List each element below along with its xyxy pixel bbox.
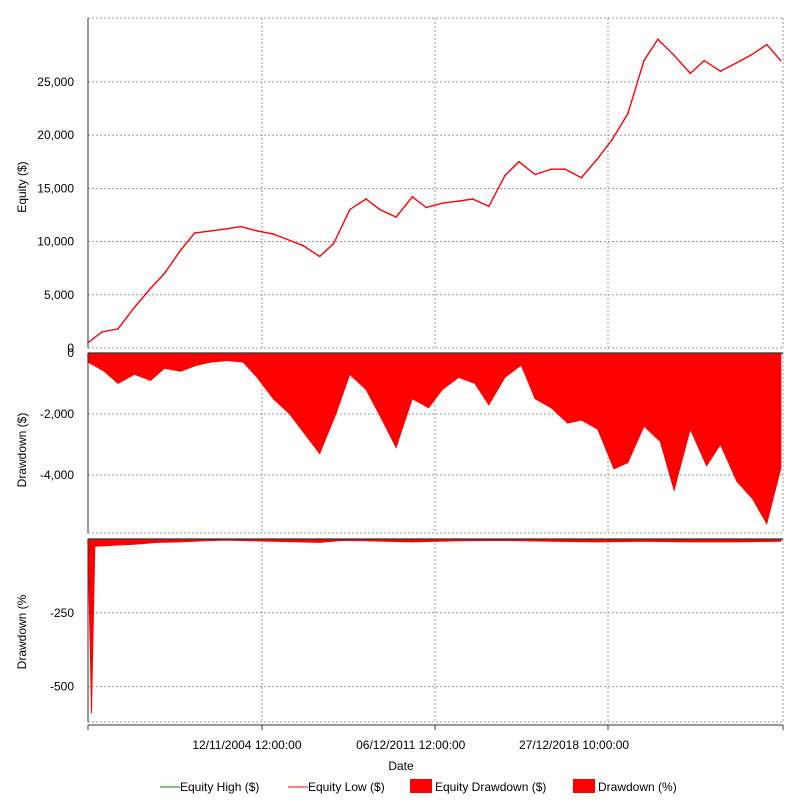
series-point: [179, 249, 182, 251]
series-point: [564, 168, 567, 170]
y-tick-label: 25,000: [37, 75, 74, 89]
y-tick-label: 0: [67, 346, 74, 360]
series-point: [457, 200, 460, 202]
y-axis-label: Drawdown ($): [15, 413, 29, 488]
series-point: [643, 59, 645, 62]
y-tick-label: -500: [50, 680, 74, 694]
legend-label: Equity Drawdown ($): [435, 780, 546, 794]
legend-swatch-box: [410, 779, 432, 793]
series-area-drawdown-percent: [87, 538, 782, 714]
series-point: [209, 230, 212, 232]
series-point: [411, 196, 414, 198]
series-point: [487, 205, 490, 208]
series-point: [117, 328, 119, 330]
series-point: [689, 72, 692, 75]
series-point: [133, 306, 136, 309]
series-point: [719, 70, 722, 73]
legend-label: Equity High ($): [180, 780, 259, 794]
series-point: [395, 216, 397, 218]
series-point: [518, 160, 520, 163]
series-area-drawdown-dollars: [87, 352, 782, 525]
y-axis-label: Drawdown (%: [15, 594, 29, 669]
series-point: [149, 287, 152, 290]
x-tick-label: 27/12/2018 10:00:00: [519, 738, 629, 752]
y-tick-label: -250: [50, 606, 74, 620]
y-tick-label: 20,000: [37, 128, 74, 142]
y-tick-label: -4,000: [40, 468, 74, 482]
series-point: [550, 168, 553, 170]
series-point: [348, 208, 351, 211]
series-point: [441, 202, 444, 205]
series-point: [163, 272, 166, 275]
series-point: [534, 173, 536, 176]
series-point: [626, 113, 629, 115]
series-point: [272, 233, 275, 235]
legend-swatch-box: [573, 779, 595, 793]
series-point: [240, 225, 242, 228]
y-tick-label: 15,000: [37, 181, 74, 195]
series-point: [471, 198, 474, 200]
series-point: [302, 245, 305, 247]
y-tick-label: 0: [67, 341, 74, 355]
y-tick-label: -2,000: [40, 407, 74, 421]
series-point: [673, 54, 675, 57]
series-point: [286, 238, 289, 241]
x-axis-label: Date: [388, 759, 414, 773]
y-axis-label: Equity ($): [15, 161, 29, 212]
series-point: [256, 230, 258, 232]
series-point: [332, 242, 335, 245]
series-point: [226, 227, 228, 230]
series-point: [703, 59, 706, 62]
series-point: [379, 208, 381, 211]
series-point: [735, 61, 738, 64]
series-point: [101, 331, 103, 333]
series-line-equity-low: [87, 38, 782, 344]
y-tick-label: 5,000: [44, 288, 74, 302]
series-point: [596, 157, 599, 160]
series-point: [657, 38, 659, 41]
x-tick-label: 12/11/2004 12:00:00: [192, 738, 302, 752]
legend-label: Equity Low ($): [308, 780, 385, 794]
y-tick-label: 10,000: [37, 235, 74, 249]
legend-label: Drawdown (%): [598, 780, 677, 794]
series-point: [779, 59, 782, 62]
x-tick-label: 06/12/2011 12:00:00: [356, 738, 466, 752]
series-point: [365, 198, 367, 200]
series-point: [749, 54, 752, 57]
series-point: [193, 232, 196, 234]
series-point: [318, 255, 321, 258]
series-point: [610, 139, 613, 142]
series-point: [425, 206, 428, 209]
series-point: [504, 174, 506, 177]
series-point: [765, 43, 768, 46]
series-point: [580, 176, 583, 179]
